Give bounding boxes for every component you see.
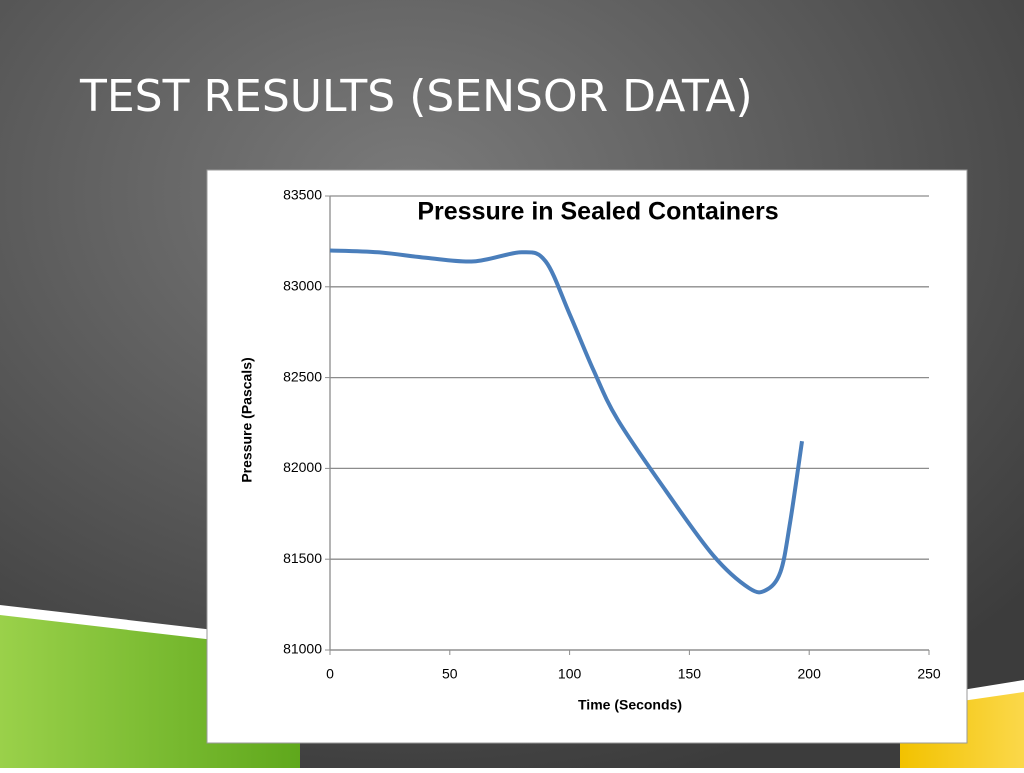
x-tick-label: 150 bbox=[678, 666, 702, 682]
x-tick-label: 100 bbox=[558, 666, 582, 682]
y-axis-label: Pressure (Pascals) bbox=[239, 357, 255, 482]
x-tick-label: 200 bbox=[798, 666, 822, 682]
slide-title: TEST RESULTS (SENSOR DATA) bbox=[79, 71, 753, 122]
x-axis-label: Time (Seconds) bbox=[578, 697, 682, 713]
x-tick-label: 50 bbox=[442, 666, 458, 682]
y-tick-label: 82000 bbox=[283, 459, 322, 475]
data-line bbox=[329, 248, 804, 595]
y-tick-label: 81500 bbox=[283, 550, 322, 566]
y-tick-label: 82500 bbox=[283, 368, 322, 384]
chart-frame bbox=[206, 169, 968, 744]
y-tick-label: 81000 bbox=[283, 641, 322, 657]
x-tick-label: 0 bbox=[326, 666, 334, 682]
y-tick-label: 83500 bbox=[283, 187, 322, 203]
chart-title: Pressure in Sealed Containers bbox=[417, 198, 778, 226]
y-tick-label: 83000 bbox=[283, 278, 322, 294]
x-tick-label: 250 bbox=[917, 666, 941, 682]
